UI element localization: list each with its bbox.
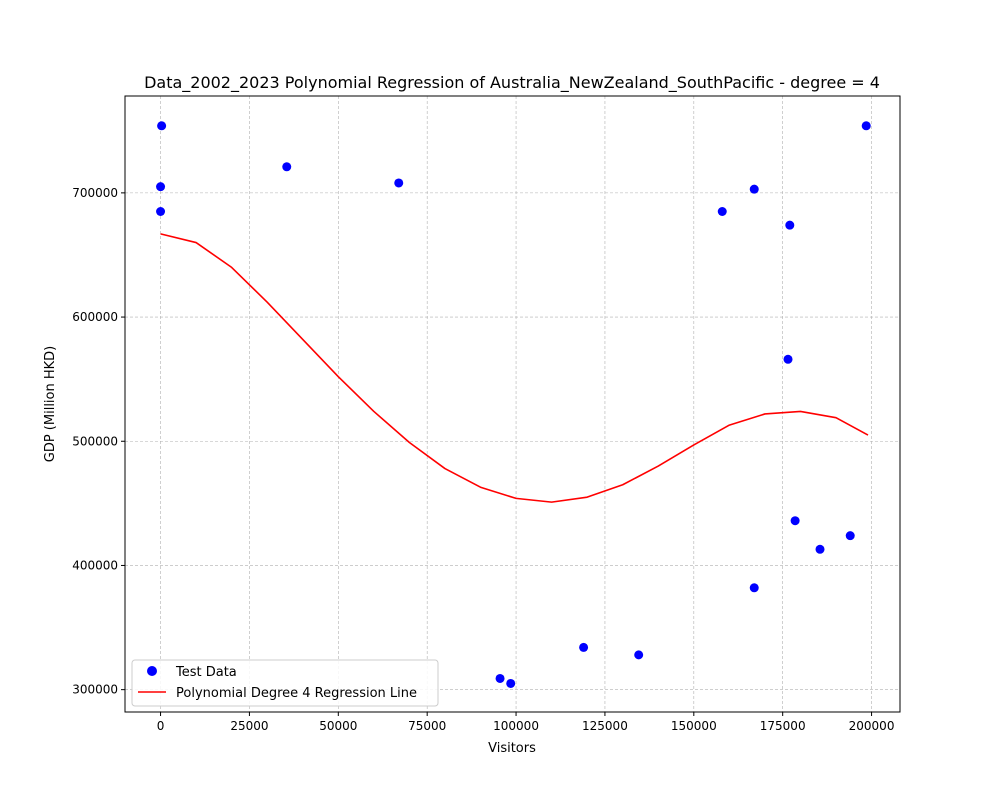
plot-frame	[124, 95, 901, 713]
legend-box	[131, 659, 439, 707]
data-point	[579, 642, 589, 652]
data-point	[282, 162, 292, 172]
data-point	[815, 544, 825, 554]
grid	[125, 96, 900, 712]
data-point	[790, 516, 800, 526]
x-tick-label: 175000	[760, 719, 806, 733]
scatter-points-layer	[156, 121, 871, 688]
data-point	[157, 121, 167, 131]
x-axis-label: Visitors	[488, 741, 536, 756]
data-point	[156, 182, 166, 192]
x-tick-label: 150000	[671, 719, 717, 733]
data-point	[749, 184, 759, 194]
x-tick-label: 200000	[849, 719, 895, 733]
regression-line-layer	[160, 233, 869, 503]
x-axis-ticks: 0 25000 50000 75000 100000 125000 150000 175000…	[157, 712, 895, 733]
data-point	[785, 220, 795, 230]
x-tick-label: 75000	[408, 719, 446, 733]
x-tick-label: 125000	[582, 719, 628, 733]
y-tick-label: 600000	[72, 310, 118, 324]
chart-title: Data_2002_2023 Polynomial Regression of …	[144, 73, 880, 93]
y-axis-label: GDP (Million HKD)	[43, 346, 58, 463]
x-tick-label: 50000	[319, 719, 357, 733]
y-tick-label: 700000	[72, 186, 118, 200]
data-point	[845, 531, 855, 541]
legend-label-test-data: Test Data	[175, 665, 237, 680]
data-point	[495, 673, 505, 683]
y-tick-label: 400000	[72, 558, 118, 572]
regression-line	[160, 233, 869, 503]
data-point	[749, 583, 759, 593]
data-point	[156, 207, 166, 216]
y-axis-ticks: 300000 400000 500000 600000 700000	[72, 186, 125, 697]
data-point	[394, 178, 404, 188]
legend-label-regression-line: Polynomial Degree 4 Regression Line	[176, 686, 417, 701]
legend-scatter-marker	[147, 666, 157, 676]
data-point	[634, 650, 644, 660]
x-tick-label: 100000	[493, 719, 539, 733]
data-point	[506, 678, 516, 688]
data-point	[783, 354, 793, 364]
y-tick-label: 500000	[72, 434, 118, 448]
legend: Test Data Polynomial Degree 4 Regression…	[131, 659, 439, 707]
data-point	[717, 207, 727, 216]
data-point	[861, 121, 871, 131]
x-tick-label: 0	[157, 719, 165, 733]
x-tick-label: 25000	[230, 719, 268, 733]
y-tick-label: 300000	[72, 683, 118, 697]
